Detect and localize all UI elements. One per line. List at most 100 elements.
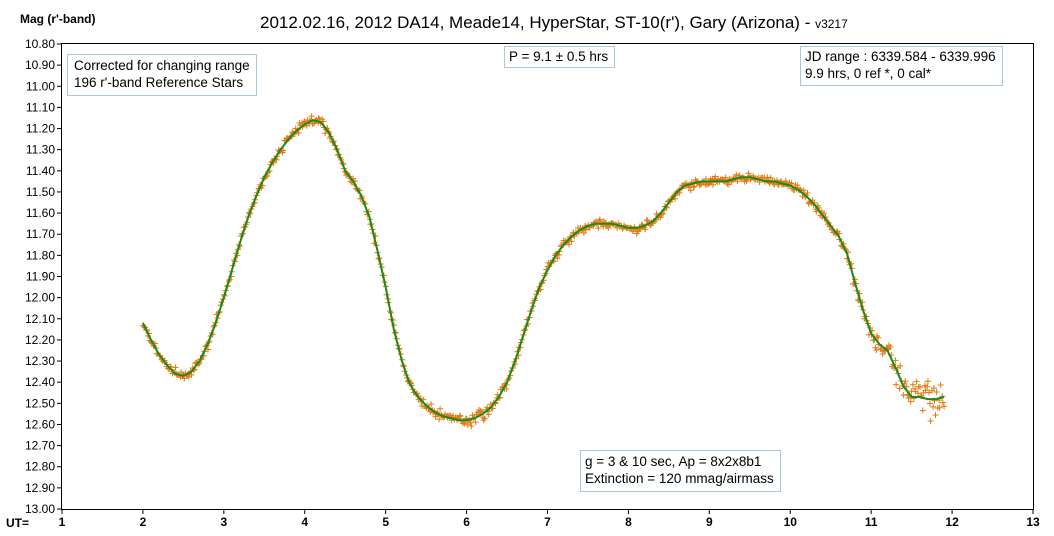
x-tick-label: 1: [59, 515, 66, 529]
y-tick-label: 12.70: [25, 439, 55, 453]
data-point: [887, 344, 894, 351]
y-tick-label: 11.30: [26, 143, 55, 157]
data-point: [172, 364, 179, 371]
data-point: [893, 381, 900, 388]
data-point: [907, 398, 914, 405]
data-point: [568, 238, 575, 245]
x-tick-label: 8: [625, 515, 632, 529]
y-tick-label: 11.80: [26, 248, 55, 262]
data-point: [657, 214, 664, 221]
y-tick-label: 10.80: [25, 37, 55, 51]
y-tick-label: 12.00: [25, 291, 55, 305]
data-point: [937, 382, 944, 389]
data-point: [467, 419, 474, 426]
data-point: [485, 411, 492, 418]
data-point: [767, 174, 774, 181]
data-point: [643, 217, 650, 224]
x-tick-label: 9: [706, 515, 713, 529]
x-tick-label: 2: [140, 515, 147, 529]
data-point: [897, 362, 904, 369]
data-point: [924, 383, 931, 390]
data-point: [472, 419, 479, 426]
chart-title-version: v3217: [815, 17, 848, 31]
data-point: [280, 147, 287, 154]
data-point: [941, 403, 948, 410]
x-tick-label: 13: [1026, 515, 1040, 529]
data-point: [913, 378, 920, 385]
data-point: [932, 412, 939, 419]
data-point: [930, 403, 937, 410]
data-point: [722, 174, 729, 181]
data-point: [905, 395, 912, 402]
extinction-label: Extinction = 120 mmag/airmass: [585, 471, 774, 486]
data-point: [437, 405, 444, 412]
y-tick-label: 11.10: [26, 100, 55, 114]
data-point: [813, 208, 820, 215]
x-tick-label: 12: [945, 515, 959, 529]
data-point: [936, 404, 943, 411]
y-tick-label: 12.90: [25, 481, 55, 495]
jd-range-label: JD range : 6339.584 - 6339.996: [805, 49, 996, 64]
y-tick-label: 11.50: [26, 185, 55, 199]
data-point: [428, 401, 435, 408]
data-point: [764, 174, 771, 181]
correction-note: Corrected for changing range: [74, 58, 250, 73]
data-point: [461, 420, 468, 427]
y-tick-label: 12.60: [25, 417, 55, 431]
data-point: [188, 371, 195, 378]
data-point: [924, 378, 931, 385]
data-point: [804, 189, 811, 196]
x-axis-label: UT=: [6, 516, 29, 530]
x-tick-label: 7: [544, 515, 551, 529]
data-point: [909, 381, 916, 388]
data-point: [900, 392, 907, 399]
x-tick-label: 5: [382, 515, 389, 529]
data-point: [468, 423, 475, 430]
y-tick-label: 11.60: [26, 206, 55, 220]
data-point: [687, 187, 694, 194]
y-tick-label: 11.40: [26, 164, 55, 178]
period-label: P = 9.1 ± 0.5 hrs: [509, 49, 609, 64]
data-point: [596, 216, 603, 223]
y-axis-label: Mag (r'-band): [20, 12, 96, 26]
period-box: P = 9.1 ± 0.5 hrs: [504, 46, 616, 68]
data-point: [794, 182, 801, 189]
x-tick-label: 6: [463, 515, 470, 529]
data-point: [309, 121, 316, 128]
y-tick-label: 11.20: [26, 122, 55, 136]
data-point: [672, 195, 679, 202]
y-tick-label: 13.00: [25, 502, 55, 516]
x-axis: 1 2 3 4 5 6 7 8 9 10 11 12 13: [59, 509, 1040, 529]
y-tick-label: 12.20: [25, 333, 55, 347]
y-tick-label: 12.10: [25, 312, 55, 326]
data-point: [709, 181, 716, 188]
data-point: [436, 416, 443, 423]
data-point: [875, 334, 882, 341]
data-point: [930, 385, 937, 392]
jd-range-box: JD range : 6339.584 - 6339.996 9.9 hrs, …: [800, 46, 1003, 86]
y-tick-label: 11.90: [26, 270, 55, 284]
data-point: [873, 347, 880, 354]
data-point: [315, 115, 322, 122]
data-point: [690, 184, 697, 191]
data-point: [691, 183, 698, 190]
model-fit-line: [141, 119, 945, 422]
data-point: [922, 387, 929, 394]
data-point: [927, 418, 934, 425]
x-tick-label: 11: [865, 515, 878, 529]
data-point: [554, 255, 561, 262]
y-tick-label: 12.80: [25, 460, 55, 474]
data-point: [457, 412, 464, 419]
data-point: [892, 357, 899, 364]
y-tick-label: 12.30: [25, 354, 55, 368]
y-axis: 10.80 10.90 11.00 11.10 11.20 11.30 11.40 11.50…: [25, 37, 62, 516]
chart-title-main: 2012.02.16, 2012 DA14, Meade14, HyperSta…: [260, 13, 815, 32]
y-tick-label: 11.70: [26, 227, 55, 241]
data-point: [605, 224, 612, 231]
y-tick-label: 11.00: [26, 79, 55, 93]
data-point: [939, 399, 946, 406]
data-point: [464, 421, 471, 428]
data-point: [743, 178, 750, 185]
y-tick-label: 12.40: [25, 375, 55, 389]
